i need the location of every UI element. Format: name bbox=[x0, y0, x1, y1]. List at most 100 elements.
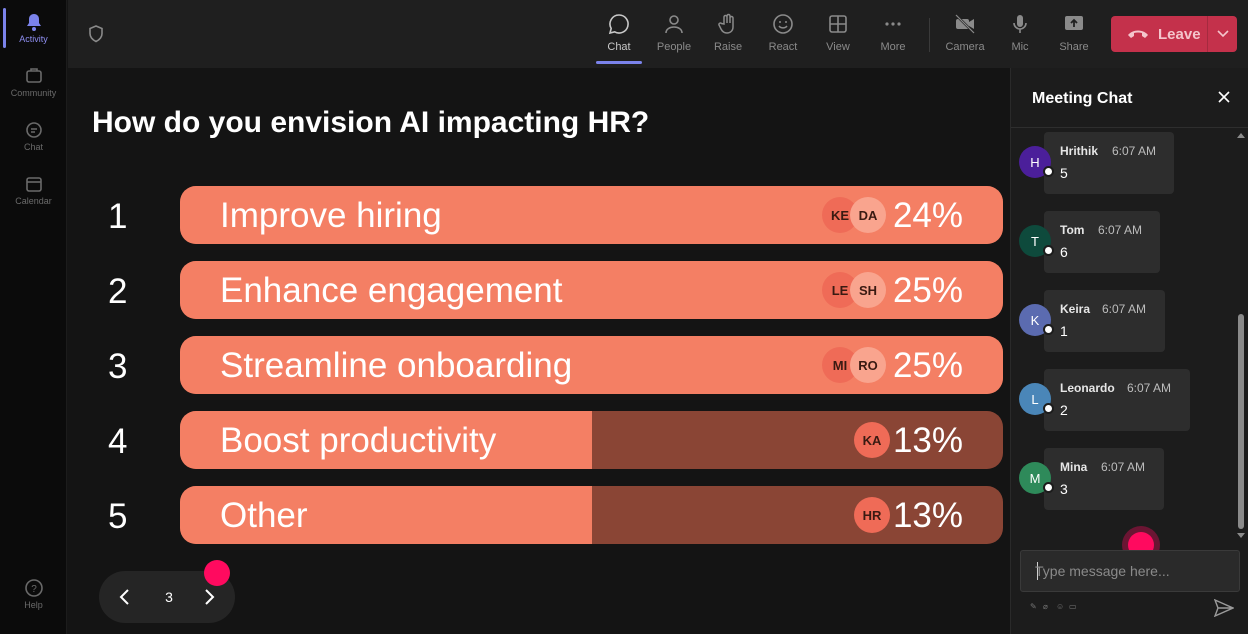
poll-option[interactable]: 1 Improve hiring KE DA 24% bbox=[68, 186, 1010, 244]
bell-icon bbox=[26, 14, 41, 31]
rail-item-label: Calendar bbox=[15, 196, 52, 206]
voter-avatar: LE bbox=[822, 272, 858, 308]
scroll-thumb[interactable] bbox=[1238, 314, 1244, 529]
toolbar-chat-button[interactable]: Chat bbox=[594, 8, 644, 64]
toolbar-button-label: React bbox=[768, 41, 798, 53]
help-icon: ? bbox=[24, 579, 43, 597]
toolbar-view-button[interactable]: View bbox=[813, 8, 863, 64]
sender-initial: H bbox=[1030, 154, 1040, 170]
option-bar-fill bbox=[180, 411, 592, 469]
sender-name: Mina bbox=[1060, 460, 1088, 474]
chat-message[interactable]: Hrithik 6:07 AM 5 H bbox=[1019, 132, 1174, 194]
message-bubble: Hrithik 6:07 AM 5 bbox=[1044, 132, 1174, 194]
chat-message[interactable]: Leonardo 6:07 AM 2 L bbox=[1019, 369, 1190, 431]
send-icon[interactable] bbox=[1214, 599, 1234, 617]
grid-icon bbox=[829, 15, 847, 33]
presence-status-icon bbox=[1043, 482, 1054, 493]
option-label: Boost productivity bbox=[220, 421, 497, 460]
option-number: 2 bbox=[108, 272, 128, 311]
message-time: 6:07 AM bbox=[1098, 223, 1143, 237]
scroll-up-icon[interactable] bbox=[1237, 132, 1245, 138]
sender-avatar[interactable]: H bbox=[1019, 146, 1054, 178]
chevron-left-icon[interactable] bbox=[115, 587, 135, 607]
mic-icon bbox=[1013, 15, 1027, 33]
format-icon[interactable]: ✎ bbox=[1030, 602, 1037, 611]
poll-stage: How do you envision AI impacting HR? 1 Im… bbox=[68, 68, 1010, 634]
toolbar-share-button[interactable]: Share bbox=[1049, 8, 1099, 64]
toolbar-more-button[interactable]: More bbox=[868, 8, 918, 64]
option-bar: Streamline onboarding MI RO 25% bbox=[180, 336, 1003, 394]
message-time: 6:07 AM bbox=[1102, 302, 1147, 316]
rail-item-community[interactable]: Community bbox=[0, 66, 67, 98]
toolbar-button-label: More bbox=[880, 41, 906, 53]
toolbar-mic-button[interactable]: Mic bbox=[995, 8, 1045, 64]
shield-icon[interactable] bbox=[86, 24, 106, 44]
poll-question: How do you envision AI impacting HR? bbox=[92, 106, 650, 139]
left-rail: Activity Community Chat Calendar ? Help bbox=[0, 0, 67, 634]
message-text: 5 bbox=[1060, 165, 1068, 181]
leave-dropdown[interactable] bbox=[1207, 16, 1237, 52]
option-percent: 25% bbox=[892, 271, 963, 310]
format-toolbar: ✎ ⌀ ☺ ▭ bbox=[1030, 603, 1077, 611]
option-label: Streamline onboarding bbox=[220, 346, 573, 385]
message-time: 6:07 AM bbox=[1112, 144, 1157, 158]
rail-active-indicator bbox=[3, 8, 6, 48]
smiley-icon bbox=[773, 14, 793, 34]
poll-option[interactable]: 4 Boost productivity KA 13% bbox=[68, 411, 1010, 469]
message-composer[interactable] bbox=[1020, 550, 1240, 592]
hang-up-icon bbox=[1128, 30, 1148, 38]
attach-icon[interactable]: ⌀ bbox=[1043, 602, 1048, 611]
sender-name: Leonardo bbox=[1060, 381, 1115, 395]
calendar-icon bbox=[25, 177, 42, 192]
sender-initial: T bbox=[1031, 233, 1039, 249]
toolbar-button-label: People bbox=[656, 41, 692, 53]
rail-item-label: Help bbox=[24, 600, 43, 610]
sender-avatar[interactable]: L bbox=[1019, 383, 1054, 415]
option-bar: Improve hiring KE DA 24% bbox=[180, 186, 1003, 244]
rail-item-help[interactable]: ? Help bbox=[0, 578, 67, 610]
presence-status-icon bbox=[1043, 403, 1054, 414]
rail-item-activity[interactable]: Activity bbox=[0, 12, 67, 44]
emoji-icon[interactable]: ☺ bbox=[1056, 602, 1065, 611]
sender-avatar[interactable]: T bbox=[1019, 225, 1054, 257]
scroll-down-icon[interactable] bbox=[1237, 533, 1245, 539]
rail-item-calendar[interactable]: Calendar bbox=[0, 174, 67, 206]
sender-avatar[interactable]: K bbox=[1019, 304, 1054, 336]
chat-message[interactable]: Tom 6:07 AM 6 T bbox=[1019, 211, 1160, 273]
sender-initial: L bbox=[1031, 391, 1039, 407]
toolbar-people-button[interactable]: People bbox=[649, 8, 699, 64]
chevron-right-icon[interactable] bbox=[199, 587, 219, 607]
message-bubble: Mina 6:07 AM 3 bbox=[1044, 448, 1164, 510]
option-number: 5 bbox=[108, 497, 128, 536]
toolbar-button-label: Share bbox=[1059, 41, 1089, 53]
toolbar-raise-button[interactable]: Raise bbox=[703, 8, 753, 64]
chat-message[interactable]: Keira 6:07 AM 1 K bbox=[1019, 290, 1165, 352]
chat-scrollbar[interactable] bbox=[1236, 129, 1246, 543]
gif-icon[interactable]: ▭ bbox=[1069, 602, 1077, 611]
sender-initial: K bbox=[1030, 312, 1040, 328]
option-number: 1 bbox=[108, 197, 128, 236]
option-number: 3 bbox=[108, 347, 128, 386]
chat-icon bbox=[25, 122, 42, 138]
voter-avatar: DA bbox=[850, 197, 886, 233]
svg-text:?: ? bbox=[31, 584, 37, 595]
toolbar-react-button[interactable]: React bbox=[758, 8, 808, 64]
chat-message[interactable]: Mina 6:07 AM 3 M bbox=[1019, 448, 1164, 510]
rail-item-label: Community bbox=[10, 88, 57, 98]
poll-option[interactable]: 3 Streamline onboarding MI RO 25% bbox=[68, 336, 1010, 394]
option-percent: 25% bbox=[892, 346, 963, 385]
message-input[interactable] bbox=[1035, 561, 1225, 581]
close-icon[interactable] bbox=[1217, 90, 1231, 104]
leave-button[interactable]: Leave bbox=[1111, 16, 1237, 52]
chat-bubble-icon bbox=[608, 14, 629, 35]
chat-message-list: Hrithik 6:07 AM 5 H Tom 6:07 AM 6 T Keira 6:07 AM… bbox=[1011, 129, 1233, 543]
message-time: 6:07 AM bbox=[1127, 381, 1172, 395]
poll-option[interactable]: 2 Enhance engagement LE SH 25% bbox=[68, 261, 1010, 319]
rail-item-label: Activity bbox=[19, 34, 48, 44]
rail-item-chat[interactable]: Chat bbox=[0, 120, 67, 152]
message-text: 1 bbox=[1060, 323, 1068, 339]
poll-option[interactable]: 5 Other HR 13% bbox=[68, 486, 1010, 544]
toolbar-camera-button[interactable]: Camera bbox=[940, 8, 990, 64]
sender-avatar[interactable]: M bbox=[1019, 462, 1054, 494]
meeting-toolbar: Chat People Raise React View More Camera bbox=[68, 0, 1248, 68]
